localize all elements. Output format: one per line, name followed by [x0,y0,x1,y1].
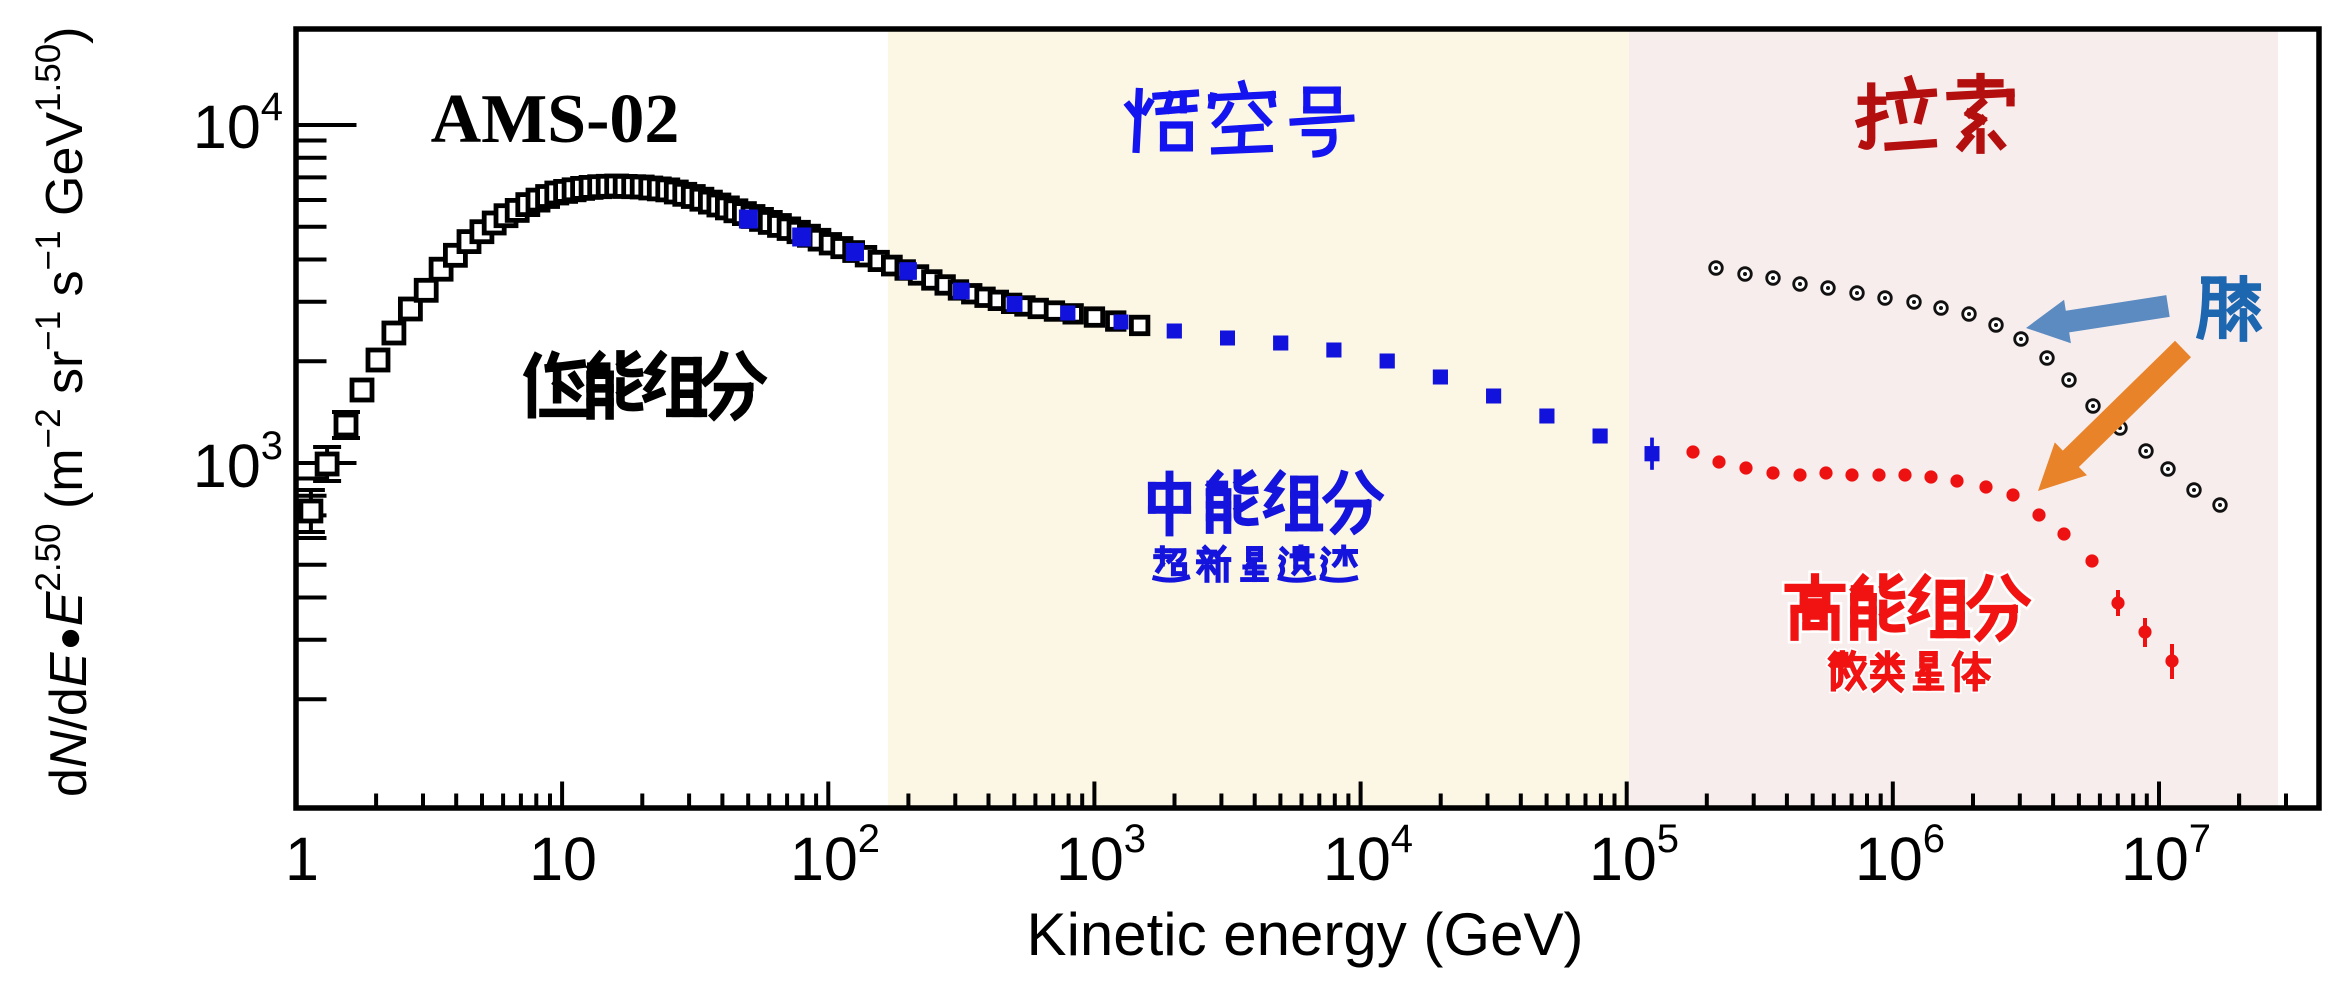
svg-text:Kinetic energy (GeV): Kinetic energy (GeV) [1027,901,1584,968]
svg-text:1: 1 [285,825,319,893]
svg-text:AMS-02: AMS-02 [431,81,680,158]
svg-text:10: 10 [529,825,597,893]
